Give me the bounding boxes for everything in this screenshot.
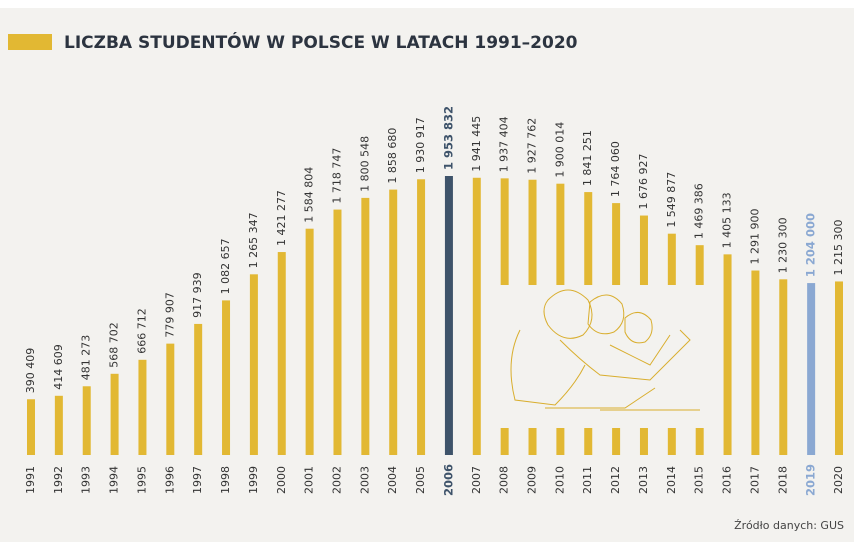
value-label: 1 718 747	[330, 148, 343, 204]
x-tick-label: 2014	[665, 466, 678, 494]
value-label: 414 609	[52, 344, 65, 390]
x-tick-label: 2003	[358, 466, 371, 494]
value-label: 1 584 804	[303, 167, 316, 223]
value-label: 568 702	[108, 322, 121, 368]
value-label: 917 939	[191, 272, 204, 318]
x-tick-label: 1997	[191, 466, 204, 494]
x-tick-label: 2012	[609, 466, 622, 494]
value-label: 1 676 927	[637, 154, 650, 210]
bar	[472, 177, 481, 456]
value-label: 1 230 300	[776, 217, 789, 273]
bar	[807, 283, 816, 455]
x-tick-label: 1999	[247, 466, 260, 494]
value-label: 1 941 445	[470, 116, 483, 172]
x-tick-label: 1994	[108, 466, 121, 494]
bar	[723, 254, 732, 455]
x-tick-label: 2013	[637, 466, 650, 494]
bar	[333, 209, 342, 455]
bar	[54, 395, 63, 455]
bar	[277, 252, 286, 455]
value-label: 1 549 877	[665, 172, 678, 228]
value-label: 1 469 386	[693, 183, 706, 239]
bar	[27, 399, 35, 455]
x-tick-label: 2005	[414, 466, 427, 494]
value-label: 666 712	[135, 308, 148, 354]
x-tick-label: 2011	[581, 466, 594, 494]
x-tick-label: 2000	[275, 466, 288, 494]
value-label: 1 215 300	[832, 219, 845, 275]
x-tick-label: 2008	[498, 466, 511, 494]
bar	[194, 323, 203, 455]
value-label: 1 764 060	[609, 141, 622, 197]
x-tick-label: 2004	[386, 466, 399, 494]
value-label: 1 421 277	[275, 190, 288, 246]
source-note: Źródło danych: GUS	[734, 519, 844, 532]
value-label: 1 265 347	[247, 212, 260, 268]
x-tick-label: 1996	[163, 466, 176, 494]
bar	[389, 189, 398, 456]
bar	[110, 373, 119, 455]
illustration	[494, 285, 716, 428]
value-label: 481 273	[80, 335, 93, 381]
value-label: 1 800 548	[358, 136, 371, 192]
value-label: 390 409	[24, 348, 37, 394]
illustration-sketch	[510, 289, 700, 411]
value-label: 1 082 657	[219, 238, 232, 294]
bar	[166, 343, 175, 455]
x-tick-label: 2018	[776, 466, 789, 494]
bar	[444, 176, 453, 455]
x-tick-label: 2010	[553, 466, 566, 494]
x-tick-label: 2007	[470, 466, 483, 494]
bar	[305, 228, 314, 455]
x-tick-label: 1992	[52, 466, 65, 494]
illustration-bg	[494, 285, 716, 428]
x-tick-label: 2009	[526, 466, 539, 494]
bar	[417, 179, 426, 456]
value-label: 1 953 832	[441, 106, 455, 170]
x-tick-label: 2006	[441, 464, 455, 496]
x-tick-label: 2015	[693, 466, 706, 494]
x-tick-label: 1998	[219, 466, 232, 494]
value-label: 1 291 900	[748, 209, 761, 265]
bar	[835, 281, 843, 455]
value-label: 779 907	[163, 292, 176, 338]
value-label: 1 937 404	[498, 116, 511, 172]
x-tick-label: 1991	[24, 466, 37, 494]
title-marker	[8, 34, 52, 50]
bar	[361, 197, 370, 456]
x-tick-label: 2016	[721, 466, 734, 494]
bar	[779, 279, 788, 455]
value-label: 1 927 762	[526, 118, 539, 174]
bar	[222, 300, 231, 455]
value-label: 1 841 251	[581, 130, 594, 186]
bar	[82, 386, 91, 455]
bar	[138, 359, 147, 455]
bar	[751, 270, 760, 455]
value-label: 1 930 917	[414, 117, 427, 173]
value-label: 1 900 014	[553, 122, 566, 178]
x-tick-label: 2001	[303, 466, 316, 494]
value-label: 1 405 133	[721, 192, 734, 248]
bar	[249, 274, 258, 455]
x-tick-label: 2017	[748, 466, 761, 494]
x-tick-label: 2019	[804, 464, 818, 496]
x-tick-label: 2002	[330, 466, 343, 494]
x-tick-label: 1993	[80, 466, 93, 494]
value-label: 1 204 000	[804, 213, 818, 277]
value-label: 1 858 680	[386, 128, 399, 184]
x-tick-label: 2020	[832, 466, 845, 494]
chart-title: LICZBA STUDENTÓW W POLSCE W LATACH 1991–…	[64, 31, 578, 53]
x-tick-label: 1995	[135, 466, 148, 494]
